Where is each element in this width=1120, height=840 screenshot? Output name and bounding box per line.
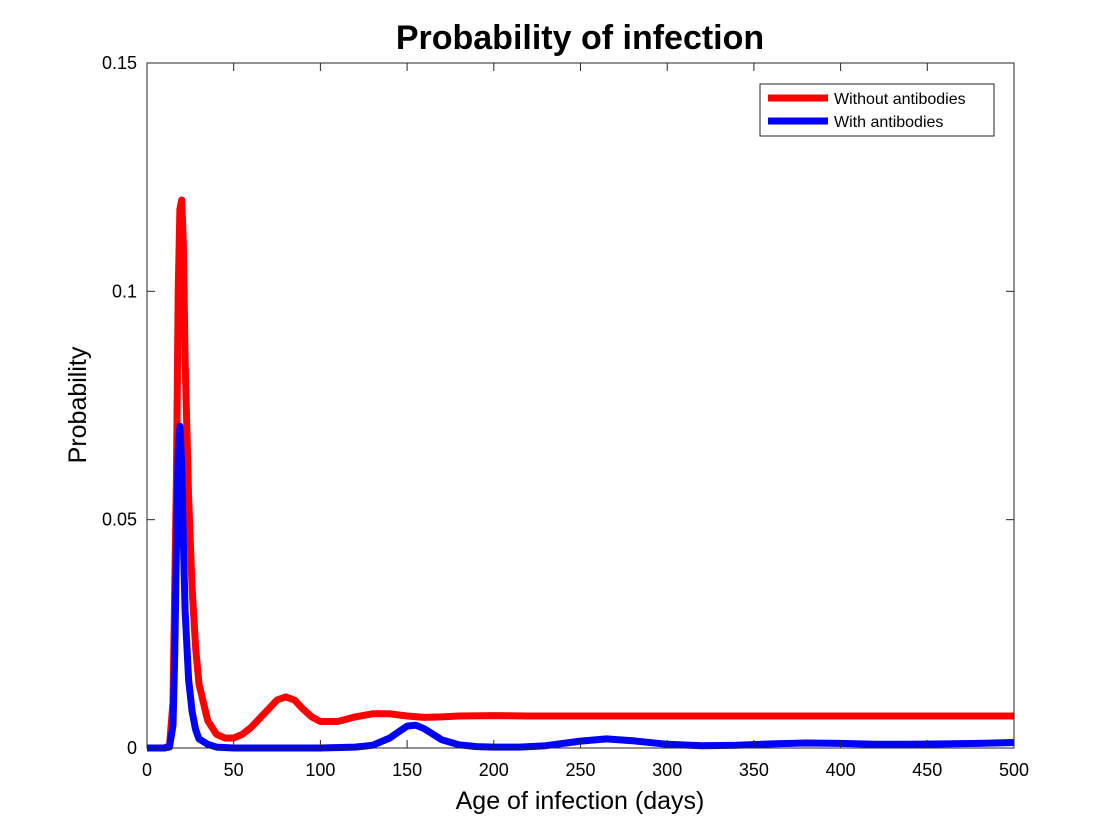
y-tick-label: 0 bbox=[127, 738, 137, 758]
legend-box bbox=[759, 83, 995, 137]
legend-label-without-antibodies: Without antibodies bbox=[834, 91, 966, 108]
x-tick-label: 0 bbox=[142, 760, 152, 780]
x-tick-label: 500 bbox=[999, 760, 1029, 780]
plot-area bbox=[147, 63, 1014, 748]
y-tick-label: 0.05 bbox=[102, 510, 137, 530]
x-tick-label: 400 bbox=[826, 760, 856, 780]
x-tick-label: 200 bbox=[479, 760, 509, 780]
x-tick-label: 250 bbox=[565, 760, 595, 780]
x-tick-label: 350 bbox=[739, 760, 769, 780]
x-ticks: 0 50 100 150 200 250 300 350 400 450 500 bbox=[142, 63, 1029, 780]
x-tick-label: 450 bbox=[912, 760, 942, 780]
chart-title: Probability of infection bbox=[396, 19, 764, 57]
y-ticks: 0 0.05 0.1 0.15 bbox=[102, 53, 1014, 758]
series-line-1 bbox=[147, 422, 1015, 752]
y-axis-label: Probability bbox=[64, 346, 92, 463]
x-axis-label: Age of infection (days) bbox=[456, 787, 705, 815]
series-layer bbox=[147, 196, 1015, 752]
legend-label-with-antibodies: With antibodies bbox=[834, 114, 943, 131]
y-tick-label: 0.1 bbox=[112, 281, 137, 301]
x-tick-label: 300 bbox=[652, 760, 682, 780]
y-tick-label: 0.15 bbox=[102, 53, 137, 73]
legend: Without antibodies With antibodies bbox=[759, 83, 995, 137]
x-tick-label: 150 bbox=[392, 760, 422, 780]
x-tick-label: 50 bbox=[224, 760, 244, 780]
x-tick-label: 100 bbox=[305, 760, 335, 780]
series-line-0 bbox=[147, 196, 1014, 752]
